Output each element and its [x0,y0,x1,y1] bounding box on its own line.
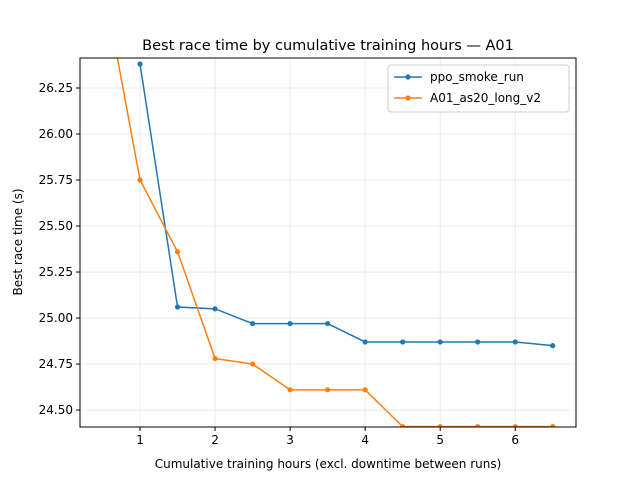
data-point-ppo_smoke_run [437,339,443,345]
legend-marker [405,74,411,80]
legend-label: A01_as20_long_v2 [430,91,541,105]
data-point-ppo_smoke_run [512,339,518,345]
data-point-ppo_smoke_run [249,320,256,327]
data-point-A01_as20_long_v2 [212,355,218,362]
data-point-ppo_smoke_run [362,339,368,345]
data-point-ppo_smoke_run [400,339,406,345]
x-tick-label: 6 [511,433,519,447]
y-tick-label: 25.75 [39,173,73,187]
data-point-A01_as20_long_v2 [249,361,256,367]
legend-box [387,64,570,113]
x-tick-label: 5 [436,433,444,447]
data-point-A01_as20_long_v2 [550,424,556,427]
data-point-ppo_smoke_run [174,304,181,310]
y-tick-label: 24.75 [39,357,73,371]
chart-title: Best race time by cumulative training ho… [142,38,514,54]
legend: ppo_smoke_run A01_as20_long_v2 [387,64,570,113]
legend-label: ppo_smoke_run [430,70,524,84]
data-point-ppo_smoke_run [137,61,143,67]
plot-area-frame [79,57,577,428]
data-point-ppo_smoke_run [212,306,218,312]
y-tick-label: 24.50 [39,403,73,417]
x-axis-label: Cumulative training hours (excl. downtim… [155,457,502,471]
data-point-A01_as20_long_v2 [512,424,518,427]
series-line-A01_as20_long_v2 [116,58,553,427]
x-tick-label: 3 [286,433,294,447]
data-point-A01_as20_long_v2 [400,424,406,427]
y-tick-label: 25.00 [39,311,73,325]
data-point-A01_as20_long_v2 [325,387,331,393]
data-point-ppo_smoke_run [287,320,293,327]
y-tick-label: 26.00 [39,127,73,141]
data-point-ppo_smoke_run [325,320,331,327]
y-tick-label: 25.50 [39,219,73,233]
data-point-A01_as20_long_v2 [475,424,481,427]
series-line-ppo_smoke_run [139,63,553,347]
data-point-A01_as20_long_v2 [137,177,143,183]
data-point-ppo_smoke_run [550,343,556,349]
y-tick-label: 25.25 [39,265,73,279]
y-tick-label: 26.25 [39,81,73,95]
data-point-ppo_smoke_run [475,339,481,345]
y-axis-label: Best race time (s) [11,188,25,295]
x-tick-label: 1 [136,433,144,447]
data-point-A01_as20_long_v2 [287,387,293,393]
data-point-A01_as20_long_v2 [362,387,368,393]
data-point-A01_as20_long_v2 [174,249,181,255]
legend-marker [405,95,411,101]
x-tick-label: 4 [361,433,369,447]
x-tick-label: 2 [211,433,219,447]
data-point-A01_as20_long_v2 [437,424,443,427]
